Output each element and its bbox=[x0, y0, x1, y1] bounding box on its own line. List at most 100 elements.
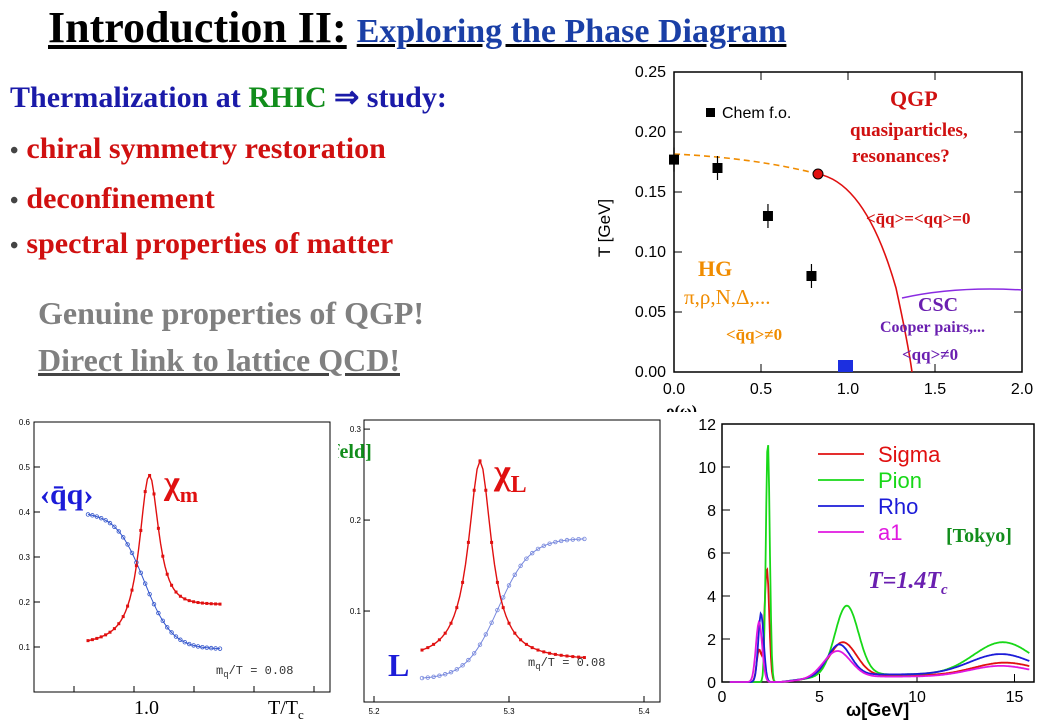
condensate-point bbox=[151, 601, 157, 607]
polyakov-label: L bbox=[388, 647, 409, 683]
y-tick-label: 0.5 bbox=[19, 463, 31, 472]
polyakov-point bbox=[553, 539, 558, 545]
polyakov-point bbox=[582, 536, 587, 542]
chi-l-point bbox=[553, 652, 557, 656]
qgp-boundary-line bbox=[817, 173, 913, 373]
bullet-dot-icon: • bbox=[10, 233, 19, 259]
condensate-point bbox=[217, 646, 223, 651]
y-tick-label: 0.25 bbox=[635, 64, 666, 81]
y-tick-label: 0.00 bbox=[635, 364, 666, 381]
chi-l-point bbox=[565, 654, 569, 658]
hg-label: HG bbox=[698, 256, 732, 281]
chi-l-point bbox=[432, 642, 436, 646]
y-tick-label: 0.3 bbox=[19, 553, 31, 562]
y-tick-label: 12 bbox=[698, 417, 716, 434]
spectral-ticks: 0 5 10 15 0 2 4 6 8 10 12 bbox=[698, 417, 1023, 706]
bullet-text: spectral properties of matter bbox=[26, 227, 394, 260]
polyakov-point bbox=[483, 632, 488, 637]
chi-l-point bbox=[461, 580, 465, 584]
x-tick-label: 10 bbox=[908, 689, 926, 706]
qgp-label: QGP bbox=[890, 86, 938, 111]
chi-m-point bbox=[174, 590, 178, 594]
legend-label: Pion bbox=[878, 468, 922, 493]
condensate-point bbox=[103, 518, 108, 523]
spectral-xlabel: ω[GeV] bbox=[846, 700, 909, 720]
x-tick-label: 0.0 bbox=[663, 381, 685, 398]
phase-ylabel: T [GeV] bbox=[596, 199, 614, 257]
chi-l-point bbox=[437, 638, 441, 642]
condensate-point bbox=[191, 643, 196, 648]
polyakov-points bbox=[419, 536, 587, 681]
y-tick-label: 8 bbox=[707, 503, 716, 520]
chi-m-point bbox=[161, 554, 165, 558]
qgp-condition: <q̄q>=<qq>=0 bbox=[866, 209, 970, 228]
y-tick-label: 0.15 bbox=[635, 184, 666, 201]
polyakov-point bbox=[524, 556, 529, 561]
x-tick-label: 1.5 bbox=[924, 381, 946, 398]
condensate-point bbox=[120, 535, 126, 540]
y-tick-label: 6 bbox=[707, 546, 716, 563]
chi-l-point bbox=[519, 638, 523, 642]
condensate-point bbox=[129, 550, 135, 556]
x-tick-label: 1.0 bbox=[837, 381, 859, 398]
y-tick-label: 0.6 bbox=[19, 418, 31, 427]
chi-l-point bbox=[466, 540, 470, 544]
chi-l-point bbox=[478, 459, 482, 463]
condensate-point bbox=[90, 513, 95, 518]
chi-m-point bbox=[178, 594, 182, 598]
chi-m-point bbox=[90, 638, 94, 642]
polyakov-point bbox=[535, 546, 541, 552]
implies-arrow: ⇒ bbox=[334, 81, 360, 114]
chi-l-point bbox=[443, 631, 447, 635]
y-tick-label: 10 bbox=[698, 460, 716, 477]
lattice-mid-plot: 0.1 0.2 0.3 5.2 5.3 5.4 [Bielefeld] χL L mq/T… bbox=[338, 412, 668, 720]
title-main: Introduction II: bbox=[48, 3, 347, 52]
condensate-point bbox=[125, 542, 130, 547]
chi-l-point bbox=[536, 648, 540, 652]
condensate-points bbox=[85, 512, 223, 651]
condensate-point bbox=[138, 570, 143, 576]
chi-m-point bbox=[192, 600, 196, 604]
legend-label: a1 bbox=[878, 520, 902, 545]
critical-point-marker bbox=[812, 168, 824, 180]
chi-m-point bbox=[209, 602, 213, 606]
chi-m-point bbox=[117, 622, 121, 626]
x-tick-label: 5.2 bbox=[368, 707, 380, 716]
chi-l-point bbox=[495, 580, 499, 584]
chi-m-label: χm bbox=[163, 465, 198, 507]
y-tick-label: 0.4 bbox=[19, 508, 31, 517]
condensate-point bbox=[208, 645, 214, 651]
gray-line: Genuine properties of QGP! bbox=[38, 295, 425, 331]
condensate-point bbox=[164, 625, 170, 630]
chi-l-points bbox=[420, 459, 586, 660]
y-tick-label: 0.05 bbox=[635, 304, 666, 321]
condensate-point bbox=[85, 512, 91, 517]
chi-m-point bbox=[218, 602, 222, 606]
hg-condition: <q̄q>≠0 bbox=[726, 325, 782, 344]
polyakov-point bbox=[454, 667, 459, 672]
polyakov-point bbox=[564, 537, 570, 543]
mass-note: mq/T = 0.08 bbox=[528, 656, 605, 672]
heading-text-a: Thermalization at bbox=[10, 81, 249, 114]
x-axis-label: T/Tc bbox=[268, 697, 304, 720]
bullet-text: deconfinement bbox=[26, 182, 215, 215]
chi-l-point bbox=[472, 488, 476, 492]
y-tick-label: 0.1 bbox=[350, 607, 362, 616]
chi-l-point bbox=[501, 606, 505, 610]
chi-m-point bbox=[86, 639, 90, 643]
legend-label: Rho bbox=[878, 494, 918, 519]
x-tick-label: 2.0 bbox=[1011, 381, 1033, 398]
condensate-point bbox=[200, 644, 205, 650]
chi-m-point bbox=[139, 528, 143, 532]
hg-sub: π,ρ,N,Δ,... bbox=[684, 285, 771, 309]
y-tick-label: 0.3 bbox=[350, 425, 362, 434]
polyakov-point bbox=[466, 657, 471, 663]
chi-l-point bbox=[542, 650, 546, 654]
intro-heading: Thermalization at RHIC ⇒ study: bbox=[10, 80, 447, 115]
y-tick-label: 0.20 bbox=[635, 124, 666, 141]
x-tick-label: 5.3 bbox=[503, 707, 515, 716]
tokyo-source: [Tokyo] bbox=[946, 525, 1012, 547]
polyakov-point bbox=[576, 536, 581, 542]
